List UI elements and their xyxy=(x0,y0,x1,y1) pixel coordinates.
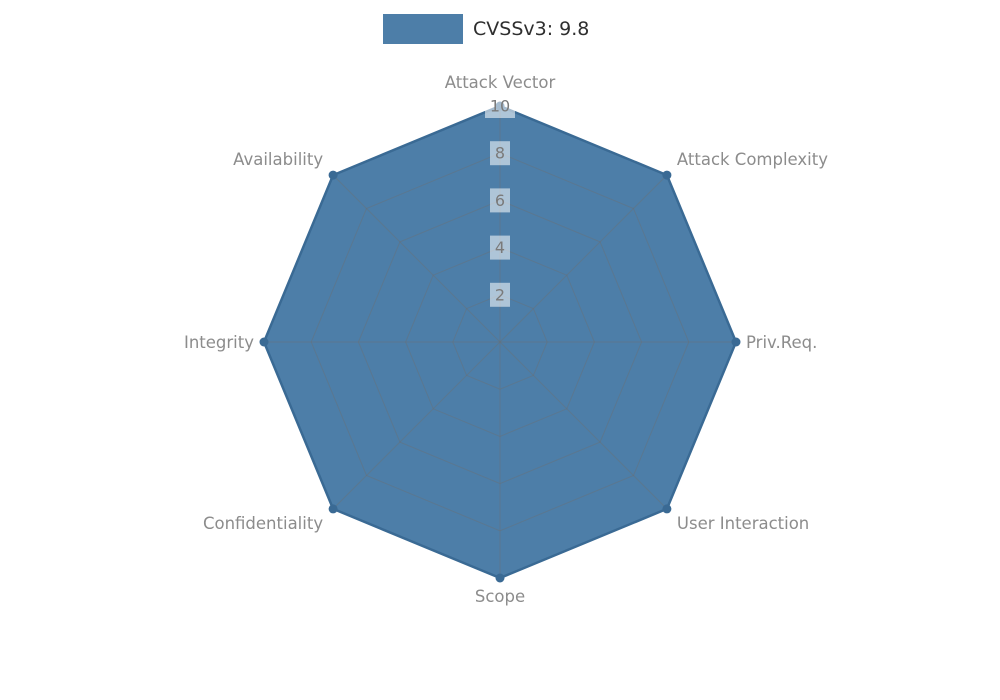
axis-label: Attack Vector xyxy=(445,73,556,92)
tick-label: 10 xyxy=(490,97,510,116)
axis-spoke xyxy=(332,174,501,343)
axis-spoke xyxy=(499,174,668,343)
tick-label: 6 xyxy=(495,191,505,210)
vertex-marker xyxy=(495,573,505,583)
grid-ring xyxy=(357,199,643,485)
tick-label: 4 xyxy=(495,238,505,257)
axis-label: Attack Complexity xyxy=(677,150,828,169)
vertex-marker xyxy=(328,170,338,180)
legend-label: CVSSv3: 9.8 xyxy=(473,18,590,40)
tick-label: 8 xyxy=(495,144,505,163)
tick-label: 2 xyxy=(495,285,505,304)
axis-label: Confidentiality xyxy=(203,514,323,533)
axis-label: Integrity xyxy=(184,333,254,352)
vertex-marker xyxy=(662,504,672,514)
tick-label-bg xyxy=(485,94,515,118)
vertex-marker xyxy=(259,337,269,347)
axis-label: User Interaction xyxy=(677,514,809,533)
data-polygon xyxy=(264,106,736,578)
vertex-marker xyxy=(662,170,672,180)
axis-label: Availability xyxy=(233,150,323,169)
tick-label-bg xyxy=(490,188,510,213)
vertex-marker xyxy=(328,504,338,514)
axis-label: Priv.Req. xyxy=(746,333,817,352)
axis-label: Scope xyxy=(475,587,525,606)
legend: CVSSv3: 9.8 xyxy=(383,14,589,44)
tick-label-bg xyxy=(490,235,510,260)
grid-ring xyxy=(405,247,595,437)
tick-label-bg xyxy=(490,141,510,166)
axis-spoke xyxy=(332,341,501,510)
grid-ring xyxy=(452,294,548,390)
legend-swatch xyxy=(383,14,463,44)
vertex-marker xyxy=(731,337,741,347)
tick-label-bg xyxy=(490,282,510,307)
axis-spoke xyxy=(499,341,668,510)
grid-ring xyxy=(310,152,690,532)
